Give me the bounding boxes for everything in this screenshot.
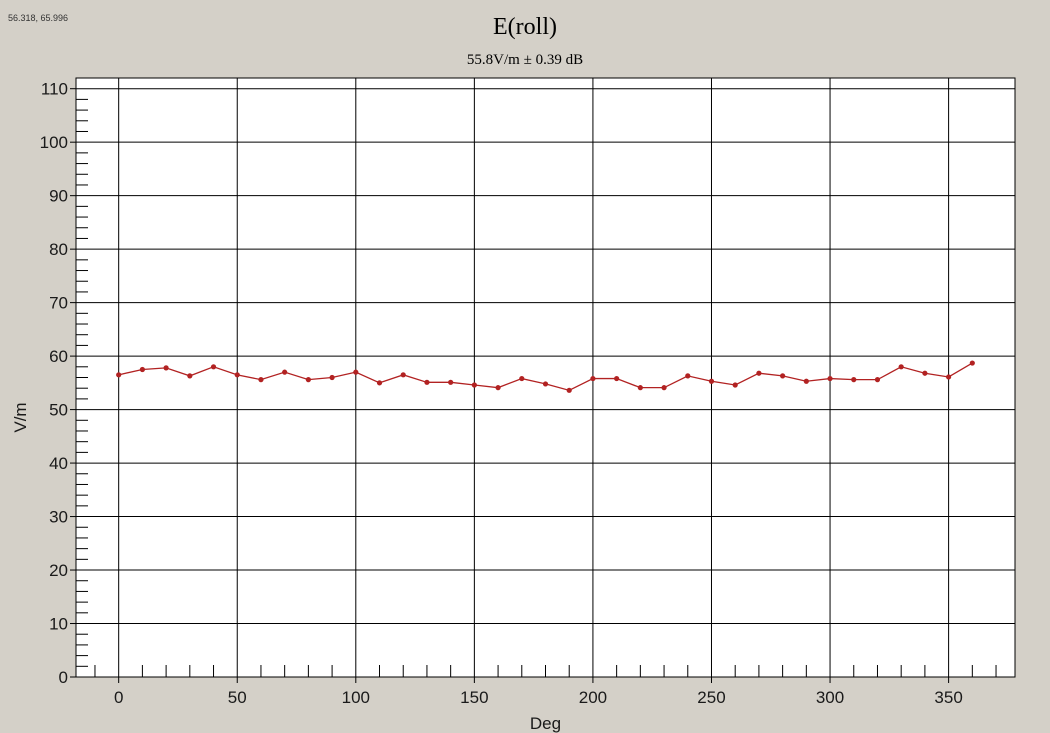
y-tick-label: 40 — [49, 454, 68, 473]
data-point[interactable] — [780, 373, 786, 379]
y-tick-label: 20 — [49, 561, 68, 580]
data-point[interactable] — [400, 372, 406, 378]
x-tick-label: 350 — [934, 688, 962, 707]
y-tick-label: 60 — [49, 347, 68, 366]
data-point[interactable] — [898, 364, 904, 370]
data-point[interactable] — [708, 378, 715, 384]
data-point[interactable] — [827, 375, 833, 382]
data-point[interactable] — [187, 373, 193, 379]
data-point[interactable] — [210, 364, 217, 370]
x-tick-label: 150 — [460, 688, 488, 707]
data-point[interactable] — [163, 365, 169, 371]
data-point[interactable] — [661, 385, 667, 391]
y-tick-label: 110 — [41, 80, 68, 99]
data-point[interactable] — [732, 382, 738, 388]
y-axis-ticks: 0 10 20 30 40 50 60 70 80 90 100 110 — [40, 80, 76, 687]
data-point[interactable] — [685, 373, 691, 379]
grid-layer — [76, 78, 1015, 678]
y-tick-label: 80 — [49, 240, 68, 259]
y-tick-label: 0 — [59, 668, 68, 687]
x-tick-label: 300 — [816, 688, 844, 707]
data-point[interactable] — [803, 378, 809, 384]
data-point[interactable] — [305, 377, 311, 383]
data-point[interactable] — [234, 372, 240, 378]
data-point[interactable] — [637, 385, 643, 391]
x-tick-label: 250 — [697, 688, 725, 707]
y-tick-label: 30 — [49, 508, 68, 527]
data-point[interactable] — [590, 375, 596, 382]
data-point[interactable] — [424, 379, 430, 385]
y-tick-label: 50 — [49, 401, 68, 420]
data-point[interactable] — [495, 385, 501, 391]
x-tick-label: 50 — [228, 688, 247, 707]
data-point[interactable] — [353, 369, 359, 375]
x-tick-label: 200 — [579, 688, 607, 707]
data-point[interactable] — [139, 366, 145, 373]
x-axis-label: Deg — [530, 714, 561, 733]
series-layer — [116, 360, 975, 393]
chart-subtitle: 55.8V/m ± 0.39 dB — [467, 52, 583, 68]
x-tick-label: 100 — [342, 688, 370, 707]
data-point[interactable] — [519, 375, 525, 382]
data-point[interactable] — [116, 372, 122, 378]
data-point[interactable] — [566, 387, 572, 393]
data-point[interactable] — [922, 370, 928, 376]
data-point[interactable] — [282, 369, 288, 375]
x-tick-label: 0 — [114, 688, 123, 707]
data-point[interactable] — [946, 374, 952, 380]
data-point[interactable] — [614, 375, 620, 382]
y-tick-label: 10 — [49, 615, 68, 634]
minor-ticks — [76, 77, 997, 677]
x-axis-ticks: 0 50 100 150 200 250 300 350 — [114, 677, 963, 707]
data-point[interactable] — [329, 374, 335, 381]
data-point[interactable] — [448, 379, 454, 385]
data-point[interactable] — [542, 381, 549, 387]
plot-area[interactable] — [75, 77, 1016, 678]
data-point[interactable] — [874, 377, 881, 383]
y-tick-label: 100 — [40, 133, 68, 152]
data-point[interactable] — [969, 360, 975, 366]
y-tick-label: 90 — [49, 187, 68, 206]
y-tick-label: 70 — [49, 294, 68, 313]
data-point[interactable] — [258, 377, 264, 383]
y-axis-label: V/m — [11, 402, 30, 432]
data-point[interactable] — [471, 382, 477, 388]
coordinate-readout: 56.318, 65.996 — [8, 13, 68, 23]
data-point[interactable] — [851, 377, 857, 383]
chart-title: E(roll) — [493, 14, 557, 40]
data-point[interactable] — [756, 370, 762, 376]
data-point[interactable] — [376, 380, 383, 386]
